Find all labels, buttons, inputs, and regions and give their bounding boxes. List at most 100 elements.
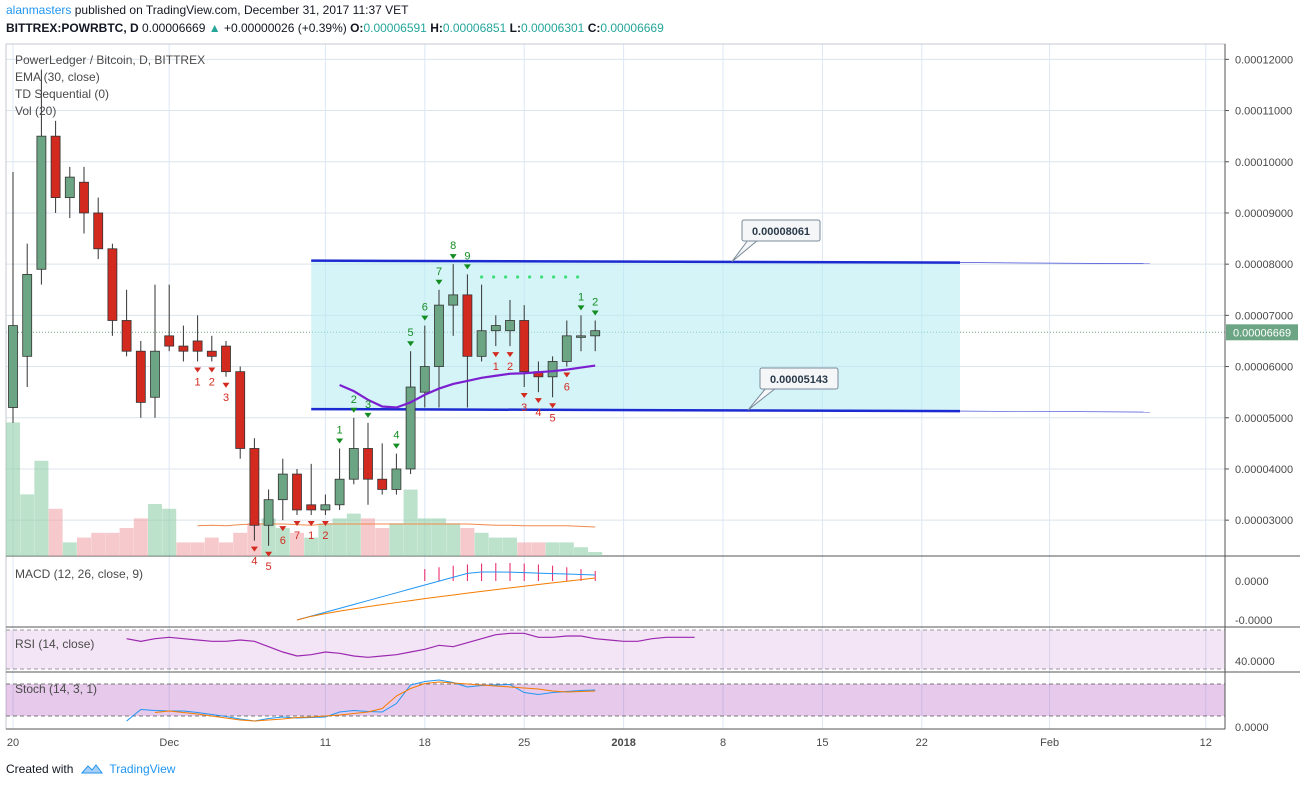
close-value: 0.00006669 [600,21,664,35]
volume-bar [91,532,106,556]
footer: Created with TradingView [6,762,175,776]
td-sell-count: 5 [408,327,414,339]
volume-bar [488,537,503,556]
candle-body [519,320,530,373]
time-tick-label: 2018 [611,737,635,749]
legend-td[interactable]: TD Sequential (0) [15,87,109,101]
candle-body [178,345,189,352]
volume-bar [62,542,77,556]
td-buy-up-arrow [250,546,258,552]
change-up-icon: ▲ [208,21,221,35]
candle-body [590,330,601,337]
annotations[interactable]: 0.00008061 0.00005143 [731,219,839,411]
time-tick-label: 25 [518,737,530,749]
candle-body [79,181,89,214]
time-tick-label: 15 [816,737,828,749]
td-resistance-dot [480,275,484,279]
td-buy-count: 7 [294,530,300,542]
td-sell-down-arrow [364,412,372,418]
td-resistance-dot [564,275,568,279]
td-buy-up-arrow [279,526,287,532]
volume-bar [432,518,446,556]
volume-bar [290,532,304,556]
legend-stoch[interactable]: Stoch (14, 3, 1) [15,682,97,696]
candle-body [235,371,246,449]
stoch-d-line [154,681,596,722]
low-value: 0.00006301 [520,21,585,35]
publisher-user-link[interactable]: alanmasters [6,3,72,17]
td-buy-up-arrow [222,382,230,388]
td-sell-down-arrow [336,438,344,444]
close-label: C: [587,21,601,35]
resistance-extension [959,262,1151,264]
indicator-tick-label: -0.0000 [1235,615,1272,627]
time-axis[interactable]: 20 Dec 11 18 25 2018 8 15 22 Feb 12 [6,728,1225,749]
resistance-line [311,259,961,264]
high-label: H: [430,21,443,35]
time-tick-label: 18 [419,737,431,749]
volume-bar [275,528,290,556]
candle-body [221,345,231,373]
range-box-fill [311,261,960,411]
support-line [311,407,961,413]
td-sell-count: 2 [592,296,598,308]
candle-body [249,448,260,526]
symbol-label: BITTREX:POWRBTC, D [6,21,139,35]
volume-bar [105,532,120,556]
range-box [311,259,1151,413]
td-sell-count: 9 [464,250,470,262]
candle-body [292,473,302,511]
td-buy-count: 1 [493,361,499,373]
price-tick-label: 0.00006000 [1235,362,1293,374]
time-tick-label: 12 [1200,737,1212,749]
candle-body [306,504,317,511]
volume-bar [574,547,588,556]
indicator-tick-label: 0.0000 [1235,576,1269,588]
volume-bars [6,422,603,556]
price-tick-label: 0.00004000 [1235,464,1293,476]
candle-body [348,448,359,480]
volume-bar [446,523,461,556]
candle-body [135,350,146,403]
td-resistance-dot [552,275,556,279]
td-buy-count: 6 [564,382,570,394]
td-sell-count: 1 [337,424,343,436]
legend-title[interactable]: PowerLedger / Bitcoin, D, BITTREX [15,53,205,67]
current-price-tag-label: 0.00006669 [1233,327,1291,339]
candle-body [334,478,345,506]
callout-box [759,367,839,390]
volume-bar [20,494,35,556]
td-buy-up-arrow [194,367,202,373]
td-sell-count: 7 [436,266,442,278]
candle-body [150,350,160,398]
tradingview-link[interactable]: TradingView [81,762,175,776]
open-label: O: [350,21,364,35]
td-resistance-dot [492,275,496,279]
price-axis[interactable]: 0.00012000 0.00011000 0.00010000 0.00009000… [1224,44,1298,734]
time-tick-label: 8 [720,737,726,749]
volume-bar [162,508,177,556]
td-buy-up-arrow [520,393,528,399]
legend-ema[interactable]: EMA (30, close) [15,70,100,84]
td-sell-down-arrow [435,279,443,285]
candle-body [192,340,203,352]
td-resistance-dot [576,275,580,279]
volume-bar [219,542,233,556]
legend-vol[interactable]: Vol (20) [15,104,56,118]
volume-bar [403,489,418,556]
volume-bar [133,518,148,556]
time-tick-label: 11 [320,737,331,749]
legend-rsi[interactable]: RSI (14, close) [15,637,94,651]
volume-bar [332,518,347,556]
volume-bar [517,542,532,556]
td-buy-up-arrow [321,521,329,527]
candle-body [107,248,118,321]
last-price: 0.00006669 [142,21,206,35]
volume-bar [48,508,63,556]
tradingview-logo-icon [81,764,104,774]
legend-macd[interactable]: MACD (12, 26, close, 9) [15,567,143,581]
ema30-line [339,364,596,409]
volume-bar [204,537,219,556]
candle-body [490,325,501,332]
